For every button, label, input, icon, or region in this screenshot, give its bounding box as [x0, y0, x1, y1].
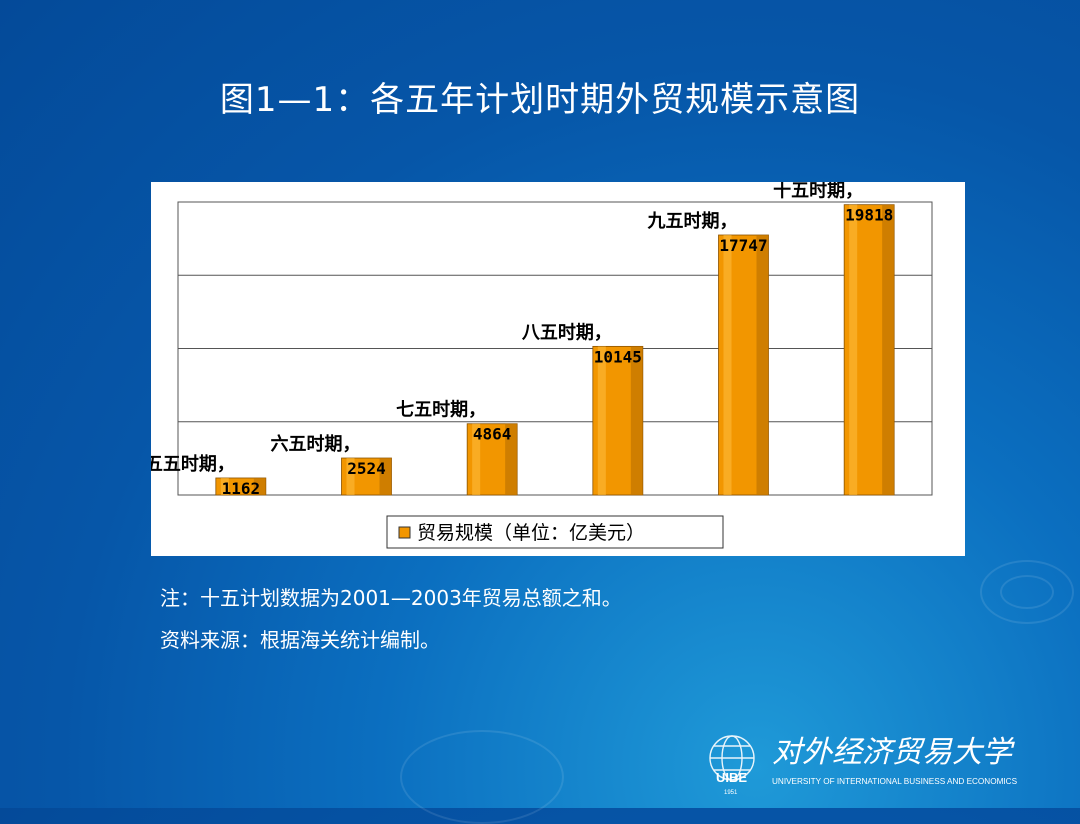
logo-name-en: UNIVERSITY OF INTERNATIONAL BUSINESS AND…	[772, 777, 1018, 786]
bar-highlight	[472, 423, 481, 495]
source-text: 资料来源：根据海关统计编制。	[160, 628, 440, 652]
data-label-category: 五五时期，	[151, 454, 235, 475]
decorative-swirl	[400, 730, 564, 824]
logo-year: 1951	[724, 790, 738, 796]
decorative-swirl	[1000, 575, 1054, 609]
uibe-globe-icon	[709, 735, 755, 781]
bar-shade	[379, 458, 392, 495]
university-logo: UIBE 1951 对外经济贸易大学 UNIVERSITY OF INTERNA…	[702, 726, 1052, 796]
data-label-value: 2524	[347, 459, 386, 478]
decorative-swirl	[980, 560, 1074, 624]
chart-container: 五五时期， 1162 六五时期， 2524 七五时期， 4864 八五时期， 10145 九五时…	[151, 182, 965, 556]
bar-shade	[630, 346, 643, 495]
data-label-value: 10145	[594, 347, 642, 366]
data-label-category: 八五时期，	[522, 322, 612, 343]
data-label-value: 4864	[473, 425, 512, 444]
logo-name-cn: 对外经济贸易大学	[772, 735, 1015, 770]
data-label-value: 17747	[719, 236, 767, 255]
legend-box	[386, 515, 724, 549]
bar-highlight	[346, 458, 355, 495]
bar-shade	[505, 423, 518, 495]
legend-swatch	[398, 526, 411, 539]
notes-section: 注：十五计划数据为2001—2003年贸易总额之和。 资料来源：根据海关统计编制…	[160, 583, 720, 655]
data-label-value: 19818	[845, 206, 893, 225]
data-label-category: 十五时期，	[773, 182, 863, 202]
data-label-value: 1162	[222, 479, 261, 498]
bar-shade	[756, 235, 769, 495]
bar-highlight	[723, 235, 732, 495]
bar-highlight	[849, 204, 858, 495]
note-text: 注：十五计划数据为2001—2003年贸易总额之和。	[160, 586, 622, 610]
slide-title: 图1—1：各五年计划时期外贸规模示意图	[219, 80, 861, 120]
bar-shade	[253, 477, 266, 495]
bar-highlight	[220, 477, 229, 495]
data-label-category: 七五时期，	[396, 400, 486, 421]
legend-label: 贸易规模（单位：亿美元）	[417, 522, 645, 544]
data-label-category: 九五时期，	[647, 211, 738, 232]
bar-highlight	[597, 346, 606, 495]
data-label-category: 六五时期，	[271, 433, 361, 455]
bar-chart: 五五时期， 1162 六五时期， 2524 七五时期， 4864 八五时期， 10145 九五时…	[151, 182, 933, 549]
logo-badge: UIBE	[716, 770, 747, 785]
bar-shade	[882, 204, 895, 495]
